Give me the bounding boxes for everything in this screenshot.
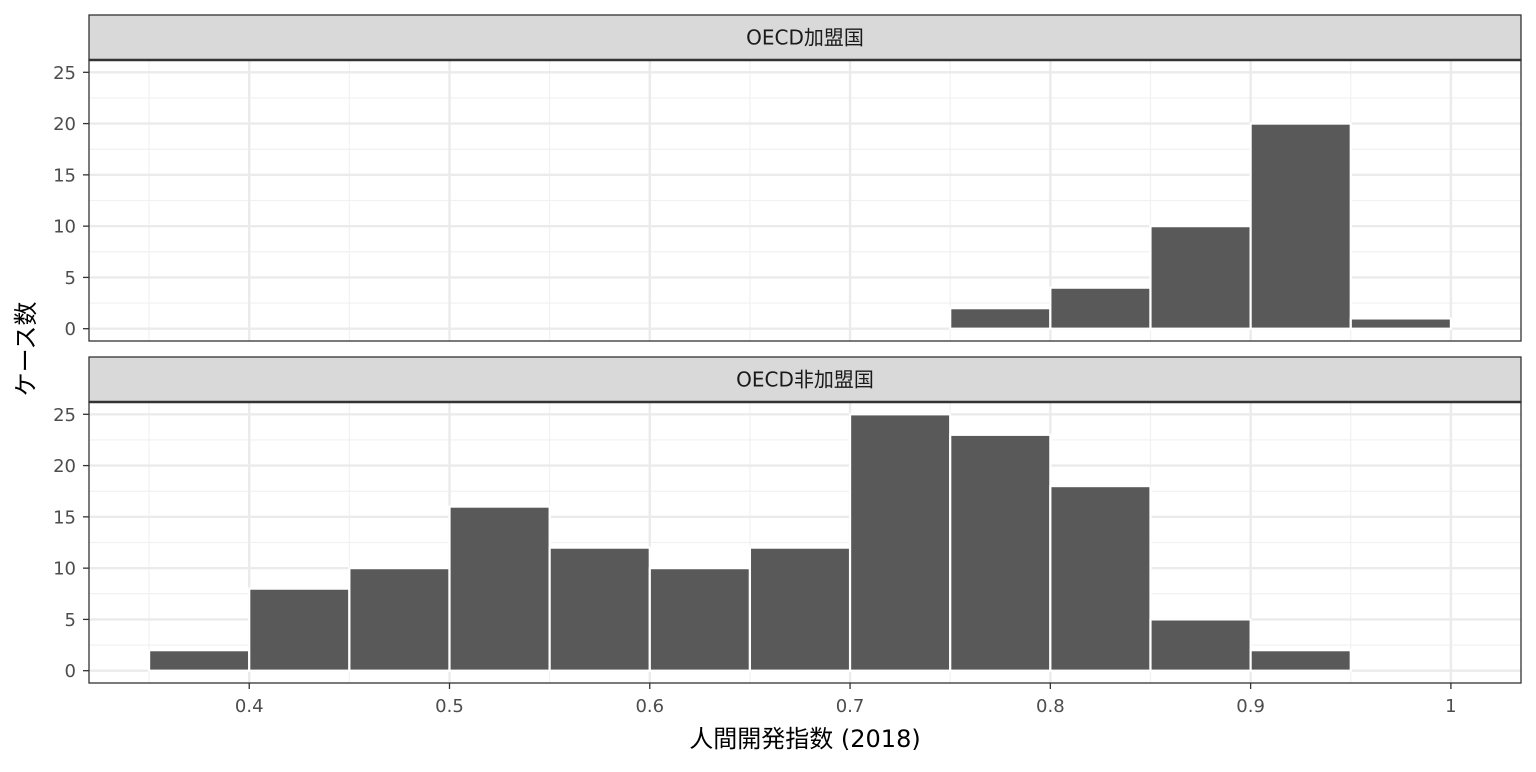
x-tick-label: 1 bbox=[1445, 696, 1456, 717]
histogram-bar bbox=[949, 433, 1052, 672]
histogram-bar bbox=[1049, 484, 1152, 672]
histogram-bar bbox=[248, 587, 351, 672]
y-tick-label: 20 bbox=[53, 456, 76, 477]
y-tick-label: 15 bbox=[53, 507, 76, 528]
histogram-bar bbox=[949, 307, 1052, 330]
y-tick-label: 0 bbox=[65, 319, 76, 340]
y-tick-label: 5 bbox=[65, 268, 76, 289]
y-tick-label: 10 bbox=[53, 217, 76, 238]
histogram-bar bbox=[1349, 317, 1453, 330]
y-tick-label: 25 bbox=[53, 405, 76, 426]
histogram-bar bbox=[1049, 286, 1152, 330]
x-tick-label: 0.7 bbox=[836, 696, 865, 717]
facet-strip-title: OECD非加盟国 bbox=[736, 368, 874, 392]
y-tick-label: 20 bbox=[53, 114, 76, 135]
x-axis: 0.4 0.5 0.6 0.7 0.8 0.9 1 bbox=[235, 683, 1457, 717]
histogram-bar bbox=[1149, 618, 1252, 672]
x-tick-label: 0.8 bbox=[1036, 696, 1065, 717]
y-axis-title: ケース数 bbox=[12, 302, 40, 397]
y-tick-label: 25 bbox=[53, 63, 76, 84]
facet-strip-title: OECD加盟国 bbox=[746, 26, 864, 50]
y-axis: 0 5 10 15 20 25 bbox=[53, 405, 89, 682]
facet-strip bbox=[88, 14, 1522, 61]
histogram-bar bbox=[548, 546, 651, 672]
histogram-bar bbox=[1249, 122, 1352, 330]
x-tick-label: 0.6 bbox=[635, 696, 664, 717]
y-tick-label: 0 bbox=[65, 661, 76, 682]
x-tick-label: 0.4 bbox=[235, 696, 264, 717]
y-axis: 0 5 10 15 20 25 bbox=[53, 63, 89, 340]
x-axis-title: 人間開発指数 (2018) bbox=[689, 725, 920, 753]
histogram-bar bbox=[348, 567, 451, 672]
x-tick-label: 0.9 bbox=[1236, 696, 1265, 717]
y-tick-label: 15 bbox=[53, 165, 76, 186]
facet-panel-1: OECD加盟国 0 5 10 15 20 25 bbox=[53, 14, 1522, 342]
histogram-bars bbox=[147, 413, 1352, 672]
x-tick-label: 0.5 bbox=[435, 696, 464, 717]
y-tick-label: 10 bbox=[53, 559, 76, 580]
y-tick-label: 5 bbox=[65, 610, 76, 631]
facet-panel-2: OECD非加盟国 0 5 10 15 20 25 bbox=[53, 356, 1522, 684]
histogram-bar bbox=[748, 546, 852, 672]
histogram-bar bbox=[1149, 225, 1252, 330]
histogram-bar bbox=[448, 505, 551, 672]
histogram-bars bbox=[949, 122, 1453, 330]
panels-layer: OECD加盟国 0 5 10 15 20 25 OECD非加盟国 0 5 10 15 20 25 bbox=[53, 14, 1522, 684]
histogram-bar bbox=[648, 567, 752, 672]
facet-strip bbox=[88, 356, 1522, 403]
histogram-bar bbox=[147, 649, 251, 672]
histogram-bar bbox=[1249, 649, 1352, 672]
histogram-bar bbox=[848, 413, 952, 672]
